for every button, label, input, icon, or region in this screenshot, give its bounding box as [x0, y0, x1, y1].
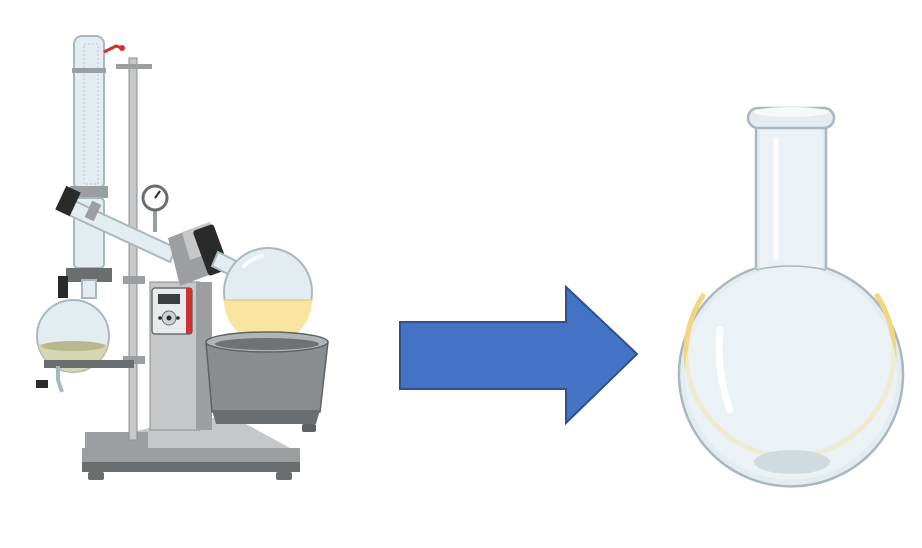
round-bottom-flask-icon [677, 106, 905, 488]
control-panel [151, 287, 193, 335]
evaporation-flask [210, 247, 313, 344]
condenser [66, 35, 125, 282]
heating-bath [205, 331, 329, 432]
vapor-duct [55, 185, 178, 264]
receiving-flask [36, 276, 134, 393]
rotary-evaporator-icon [36, 35, 329, 480]
pressure-gauge-icon [141, 184, 169, 232]
evaporator-base [82, 418, 300, 480]
right-arrow-icon [399, 284, 639, 426]
